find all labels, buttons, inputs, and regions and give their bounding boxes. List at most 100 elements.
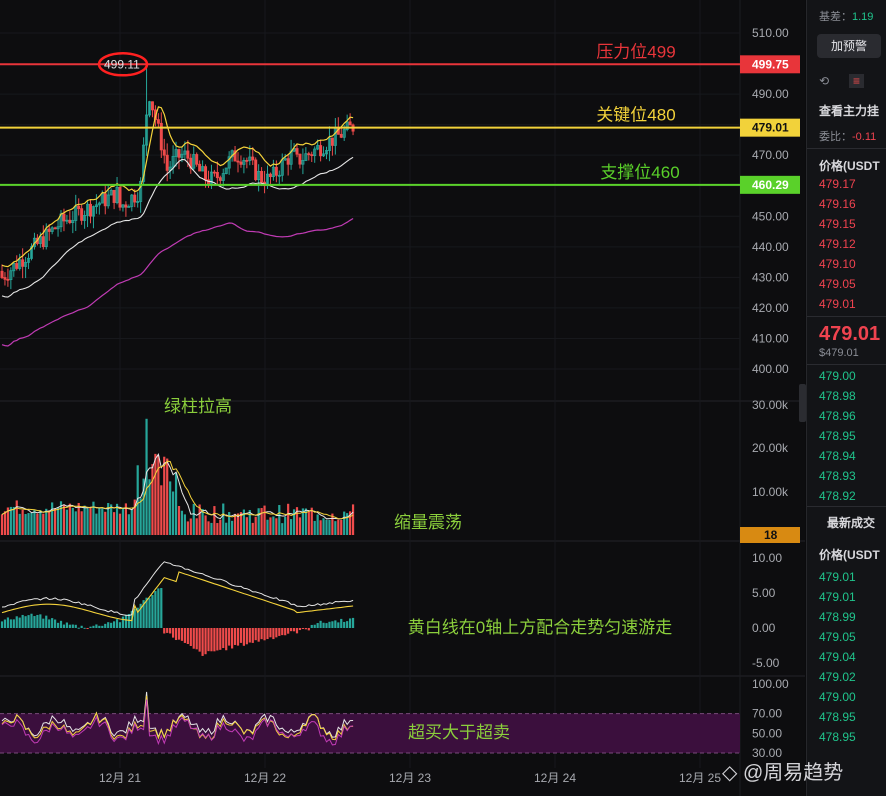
macd-bar [304, 628, 307, 630]
price-tick-label: 470.00 [752, 148, 789, 162]
macd-bar [51, 618, 54, 628]
ask-row[interactable]: 479.10 [819, 257, 856, 271]
macd-bar [251, 628, 254, 643]
trades-title[interactable]: 最新成交 [827, 516, 876, 530]
candle-body [254, 159, 258, 181]
volume-bar [121, 508, 125, 535]
bid-row[interactable]: 478.92 [819, 489, 856, 503]
ask-row[interactable]: 479.17 [819, 177, 856, 191]
macd-bar [127, 613, 130, 628]
trade-row[interactable]: 478.95 [819, 710, 856, 724]
bid-row[interactable]: 478.95 [819, 429, 856, 443]
volume-bar [145, 418, 148, 535]
volume-bar [328, 519, 331, 535]
chart-area[interactable]: 510.00490.00480.00470.00460.00450.00440.… [0, 0, 805, 796]
volume-bar [219, 519, 222, 535]
bid-row[interactable]: 478.93 [819, 469, 856, 483]
candle-body [192, 154, 196, 169]
trade-row[interactable]: 479.01 [819, 590, 856, 604]
candle-body [147, 101, 151, 116]
candle-body [224, 167, 228, 174]
bid-row[interactable]: 478.98 [819, 389, 856, 403]
trade-row[interactable]: 479.01 [819, 570, 856, 584]
volume-bar [80, 511, 83, 535]
candle-body [142, 144, 146, 182]
trades-header: 价格(USDT [819, 548, 880, 562]
trade-row[interactable]: 479.02 [819, 670, 856, 684]
view-main-link[interactable]: 查看主力挂 [819, 104, 880, 118]
macd-bar [295, 628, 299, 634]
candle-body [80, 208, 84, 221]
volume-bar [177, 506, 181, 535]
macd-bar [269, 628, 272, 638]
ask-row[interactable]: 479.12 [819, 237, 856, 251]
macd-bar [36, 614, 39, 628]
candle-body [106, 194, 110, 207]
volume-bar [54, 508, 57, 535]
macd-bar [42, 618, 45, 628]
macd-bar [115, 619, 119, 628]
macd-bar [65, 622, 68, 628]
macd-bar [33, 616, 36, 628]
macd-bar [177, 628, 181, 640]
ask-row[interactable]: 479.15 [819, 217, 856, 231]
volume-bar [287, 503, 290, 535]
candle-body [277, 174, 281, 177]
macd-bar [118, 622, 122, 628]
ma-white-line [1, 156, 354, 298]
macd-bar [15, 616, 18, 628]
volume-bar [142, 478, 145, 535]
macd-bar [54, 619, 57, 628]
bid-row[interactable]: 479.00 [819, 369, 856, 383]
price-header: 价格(USDT [819, 159, 880, 173]
volume-bar [56, 507, 60, 535]
macd-bar [278, 628, 281, 636]
candle-body [248, 156, 252, 161]
volume-annotation: 缩量震荡 [394, 513, 462, 532]
macd-bar [154, 591, 157, 628]
volume-bar [18, 513, 21, 535]
macd-bar [186, 628, 189, 645]
macd-bar [77, 627, 80, 629]
bid-row[interactable]: 478.96 [819, 409, 856, 423]
candle-body [201, 166, 205, 172]
price-chart[interactable]: 510.00490.00480.00470.00460.00450.00440.… [0, 0, 805, 796]
macd-bar [110, 622, 113, 628]
ask-row[interactable]: 479.16 [819, 197, 856, 211]
macd-bar [59, 620, 63, 628]
candle-body [18, 259, 22, 269]
trade-row[interactable]: 479.00 [819, 690, 856, 704]
rsi-line-yellow [1, 695, 354, 741]
divider [807, 148, 886, 149]
ask-row[interactable]: 479.01 [819, 297, 856, 311]
volume-bar [322, 518, 325, 535]
macd-bar [3, 619, 7, 628]
ask-row[interactable]: 479.05 [819, 277, 856, 291]
price-tick-label: 400.00 [752, 362, 789, 376]
divider [807, 364, 886, 365]
candle-body [271, 166, 275, 178]
refresh-icon[interactable]: ⟲ [819, 74, 830, 88]
volume-bar [192, 503, 195, 535]
trade-row[interactable]: 478.95 [819, 730, 856, 744]
candle-body [206, 179, 210, 185]
volume-bar [62, 504, 66, 535]
candle-body [171, 156, 175, 168]
macd-bar [316, 623, 319, 628]
volume-bar [107, 503, 110, 535]
add-alert-button[interactable]: 加预警 [817, 34, 881, 58]
trade-row[interactable]: 479.05 [819, 630, 856, 644]
volume-bar [334, 521, 337, 535]
volume-bar [74, 511, 77, 535]
collapse-panel-handle[interactable] [799, 384, 806, 422]
trade-row[interactable]: 478.99 [819, 610, 856, 624]
bid-row[interactable]: 478.94 [819, 449, 856, 463]
volume-annotation: 绿柱拉高 [164, 397, 232, 416]
price-level-annotation: 关键位480 [596, 106, 675, 125]
volume-bar [124, 503, 127, 535]
macd-dea-line [1, 571, 354, 622]
candle-body [268, 173, 272, 178]
trade-row[interactable]: 479.04 [819, 650, 856, 664]
candle-body [304, 153, 308, 161]
orderbook-view-icon[interactable]: ≡ [849, 74, 865, 88]
